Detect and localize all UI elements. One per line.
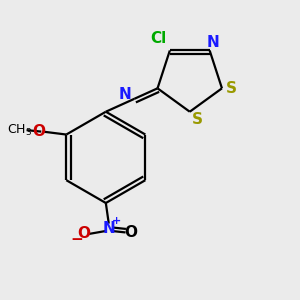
Text: +: + (112, 216, 121, 226)
Text: S: S (192, 112, 203, 128)
Text: Cl: Cl (150, 31, 166, 46)
Text: CH$_3$: CH$_3$ (7, 123, 32, 138)
Text: N: N (206, 35, 219, 50)
Text: −: − (70, 232, 83, 247)
Text: O: O (77, 226, 90, 242)
Text: O: O (32, 124, 45, 139)
Text: S: S (226, 81, 237, 96)
Text: N: N (119, 87, 132, 102)
Text: N: N (102, 220, 115, 236)
Text: O: O (124, 225, 137, 240)
